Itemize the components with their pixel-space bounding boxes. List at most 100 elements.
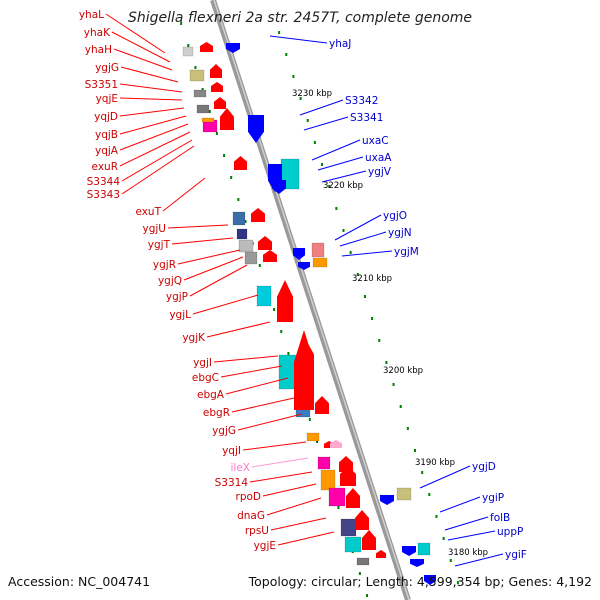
map-title: Shigella flexneri 2a str. 2457T, complet… (127, 10, 473, 26)
kbp-label: 3190 kbp (415, 458, 455, 468)
gene-arrow-forward (234, 156, 247, 170)
tick-mark (385, 361, 388, 364)
tick-mark (180, 22, 183, 25)
kbp-label: 3220 kbp (323, 181, 363, 191)
gene-label: ygjR (153, 259, 176, 271)
leader-line (311, 139, 361, 161)
leader-line (439, 496, 481, 513)
tick-mark (287, 352, 290, 355)
leader-line (277, 531, 335, 546)
gene-arrow-reverse (248, 115, 264, 143)
leader-line (192, 294, 259, 315)
gene-label: ygjM (394, 246, 419, 258)
gene-box (344, 536, 362, 553)
gene-label: ygjN (388, 227, 412, 239)
gene-label: dnaG (237, 510, 265, 522)
tick-mark (237, 198, 240, 201)
leader-line (183, 256, 244, 281)
gene-arrow-reverse (424, 575, 436, 585)
tick-mark (215, 132, 218, 135)
tick-mark (308, 418, 311, 421)
leader-line (119, 107, 185, 117)
leader-line (213, 355, 279, 363)
gene-box (317, 456, 331, 470)
gene-box (244, 251, 258, 265)
tick-mark (321, 163, 324, 166)
gene-arrow-reverse (402, 546, 416, 556)
tick-mark (349, 251, 352, 254)
leader-line (444, 516, 489, 531)
tick-mark (414, 449, 416, 452)
gene-label: ebgC (192, 372, 219, 384)
tick-mark (356, 273, 359, 276)
leader-line (237, 413, 303, 431)
tick-mark (363, 295, 366, 298)
tick-mark (258, 264, 261, 267)
gene-label: rpsU (245, 525, 269, 537)
tick-mark (316, 440, 318, 443)
gene-label: ygjO (383, 210, 407, 222)
tick-mark (337, 506, 340, 509)
gene-box (182, 46, 194, 57)
gene-box (396, 487, 412, 501)
leader-line (171, 237, 234, 245)
gene-arrow-forward (315, 396, 329, 414)
gene-label: ygjK (182, 332, 206, 344)
accession-label: Accession: NC_004741 (8, 574, 151, 589)
leader-line (251, 457, 309, 468)
tick-mark (358, 572, 361, 575)
kbp-label: 3200 kbp (383, 366, 423, 376)
kbp-label: 3180 kbp (448, 548, 488, 558)
tick-mark (342, 229, 345, 232)
leader-line (119, 123, 189, 151)
leader-line (334, 214, 382, 241)
tick-mark (278, 31, 281, 34)
gene-label: uppP (497, 526, 523, 538)
gene-box (201, 117, 215, 123)
gene-arrow-forward (258, 236, 272, 250)
tick-mark (208, 110, 211, 113)
gene-label: ygiP (482, 492, 504, 504)
gene-label: S3344 (87, 176, 121, 188)
tick-mark (201, 88, 204, 91)
gene-label: exuT (135, 206, 161, 218)
gene-arrow-reverse (410, 559, 424, 567)
leader-line (177, 249, 241, 265)
gene-arrow-forward (251, 208, 265, 222)
gene-box (320, 469, 336, 491)
gene-arrow-forward (214, 97, 226, 109)
tick-mark (449, 559, 452, 562)
gene-label: ebgR (203, 407, 230, 419)
gene-box (328, 487, 346, 507)
gene-label: ygjQ (158, 275, 182, 287)
tick-mark (442, 537, 445, 540)
tick-mark (366, 594, 369, 597)
gene-label: ygjL (169, 309, 191, 321)
leader-line (119, 115, 187, 135)
gene-box (417, 542, 431, 556)
tick-mark (280, 330, 283, 333)
tick-mark (371, 317, 374, 320)
gene-label: uxaC (362, 135, 389, 147)
tick-mark (285, 53, 288, 56)
leader-line (321, 170, 367, 183)
gene-label: ebgA (197, 389, 225, 401)
leader-line (121, 139, 193, 182)
tick-mark (335, 207, 338, 210)
gene-arrow-forward (355, 510, 369, 530)
genome-summary: Topology: circular; Length: 4,599,354 bp… (248, 574, 592, 589)
tick-mark (299, 97, 302, 100)
gene-label: rpoD (236, 491, 262, 503)
gene-label: ygjG (95, 62, 119, 74)
leader-line (111, 31, 171, 63)
gene-label: ygjI (193, 357, 212, 369)
gene-label: ygjD (472, 461, 496, 473)
tick-mark (292, 75, 295, 78)
leader-line (113, 48, 173, 71)
kbp-label: 3230 kbp (292, 89, 332, 99)
gene-arrow-forward (376, 550, 386, 558)
gene-label: S3343 (87, 189, 120, 201)
tick-mark (230, 176, 233, 179)
genome-backbone-highlight (213, 0, 410, 600)
leader-line (121, 145, 195, 195)
